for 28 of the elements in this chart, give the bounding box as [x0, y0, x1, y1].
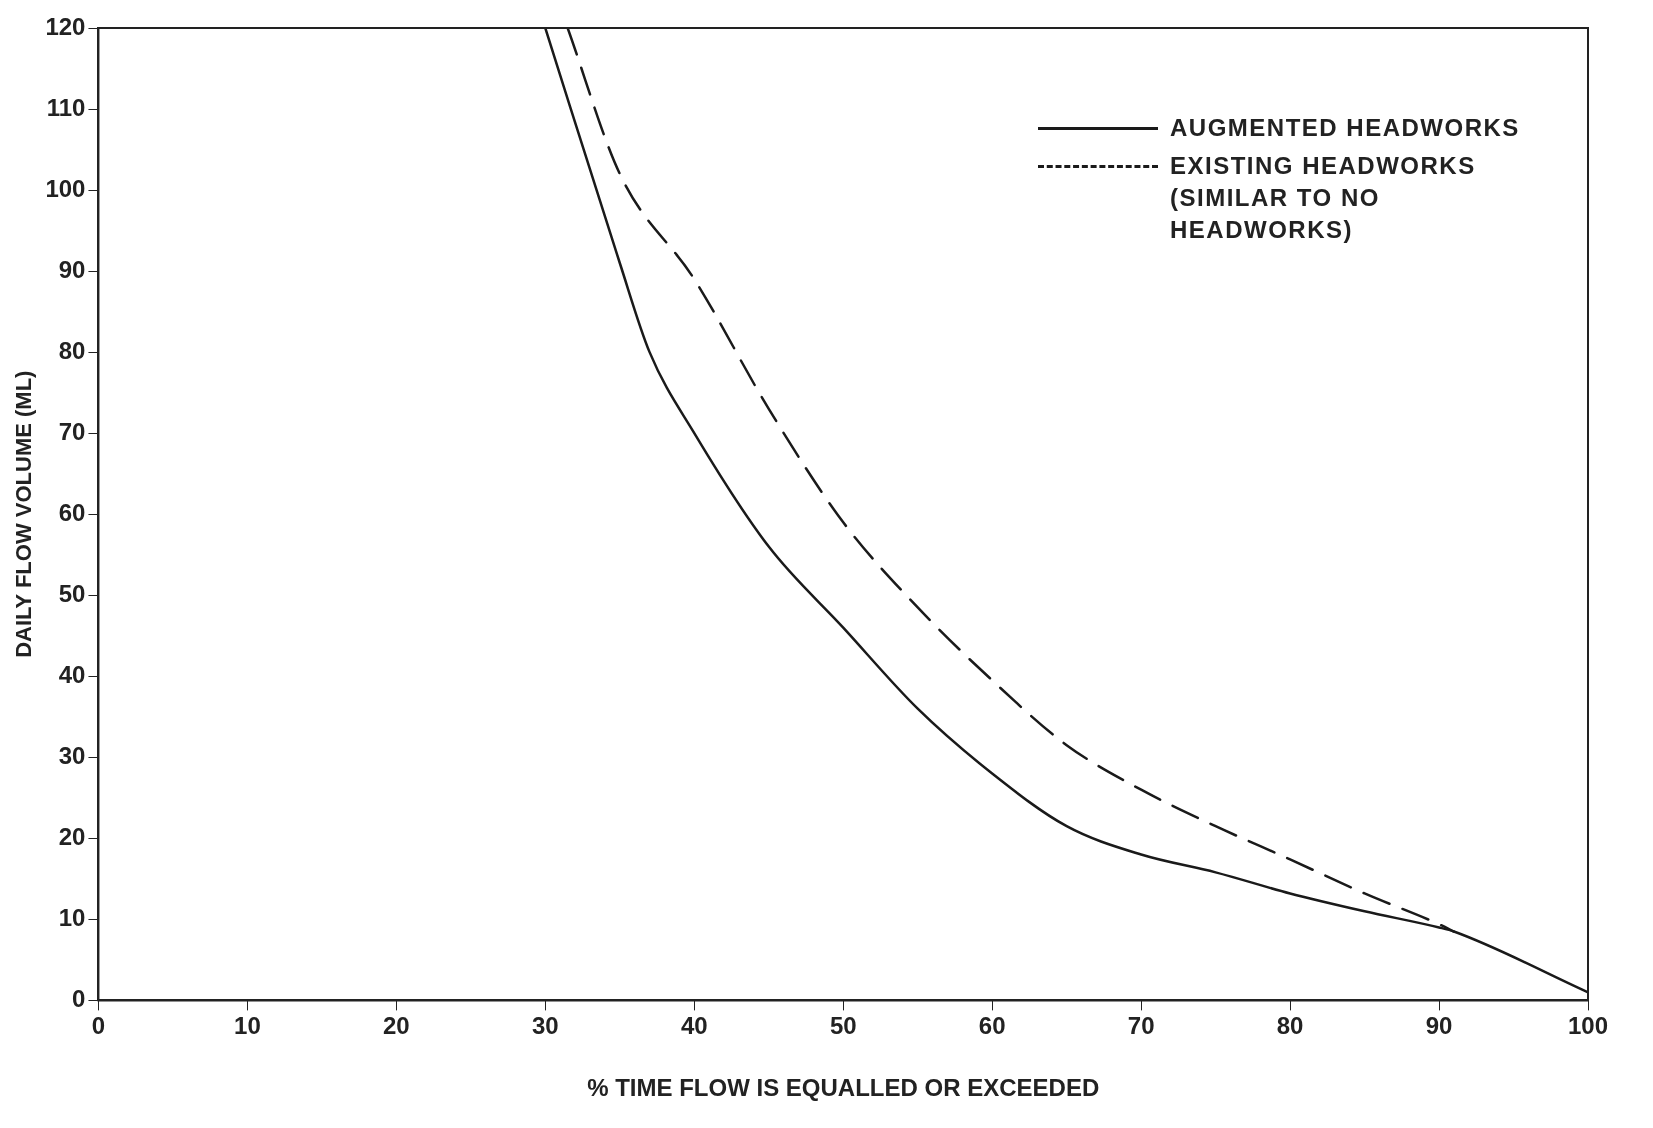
- x-axis-title: % TIME FLOW IS EQUALLED OR EXCEEDED: [587, 1074, 1100, 1102]
- y-tick-label: 90: [58, 255, 86, 283]
- y-tick-label: 120: [45, 12, 86, 40]
- x-tick-label: 100: [1567, 1012, 1609, 1040]
- x-tick-label: 80: [1276, 1012, 1304, 1040]
- x-tick-label: 40: [680, 1012, 708, 1040]
- y-tick-label: 100: [45, 174, 86, 202]
- y-axis-title: DAILY FLOW VOLUME (ML): [11, 370, 37, 658]
- x-tick-label: 60: [978, 1012, 1006, 1040]
- y-tick-label: 80: [58, 336, 86, 364]
- y-tick-label: 10: [58, 903, 86, 931]
- x-tick-label: 70: [1127, 1012, 1155, 1040]
- x-tick-label: 0: [91, 1012, 106, 1040]
- y-tick-label: 70: [58, 417, 86, 445]
- x-tick-label: 90: [1425, 1012, 1453, 1040]
- x-tick-label: 20: [383, 1012, 410, 1040]
- y-tick-label: 30: [58, 741, 86, 769]
- y-tick-label: 50: [58, 579, 86, 607]
- y-tick-label: 40: [58, 660, 86, 688]
- x-tick-label: 50: [829, 1012, 857, 1040]
- x-tick-label: 10: [234, 1012, 261, 1040]
- y-tick-label: 60: [58, 498, 86, 526]
- y-tick-label: 20: [58, 822, 86, 850]
- x-tick-label: 30: [531, 1012, 559, 1040]
- legend-label: AUGMENTED HEADWORKS: [1170, 113, 1520, 143]
- y-tick-label: 110: [46, 93, 86, 121]
- legend-label: EXISTING HEADWORKS (SIMILAR TO NO HEADWORKS): [1170, 151, 1477, 245]
- y-tick-label: 0: [72, 985, 86, 1013]
